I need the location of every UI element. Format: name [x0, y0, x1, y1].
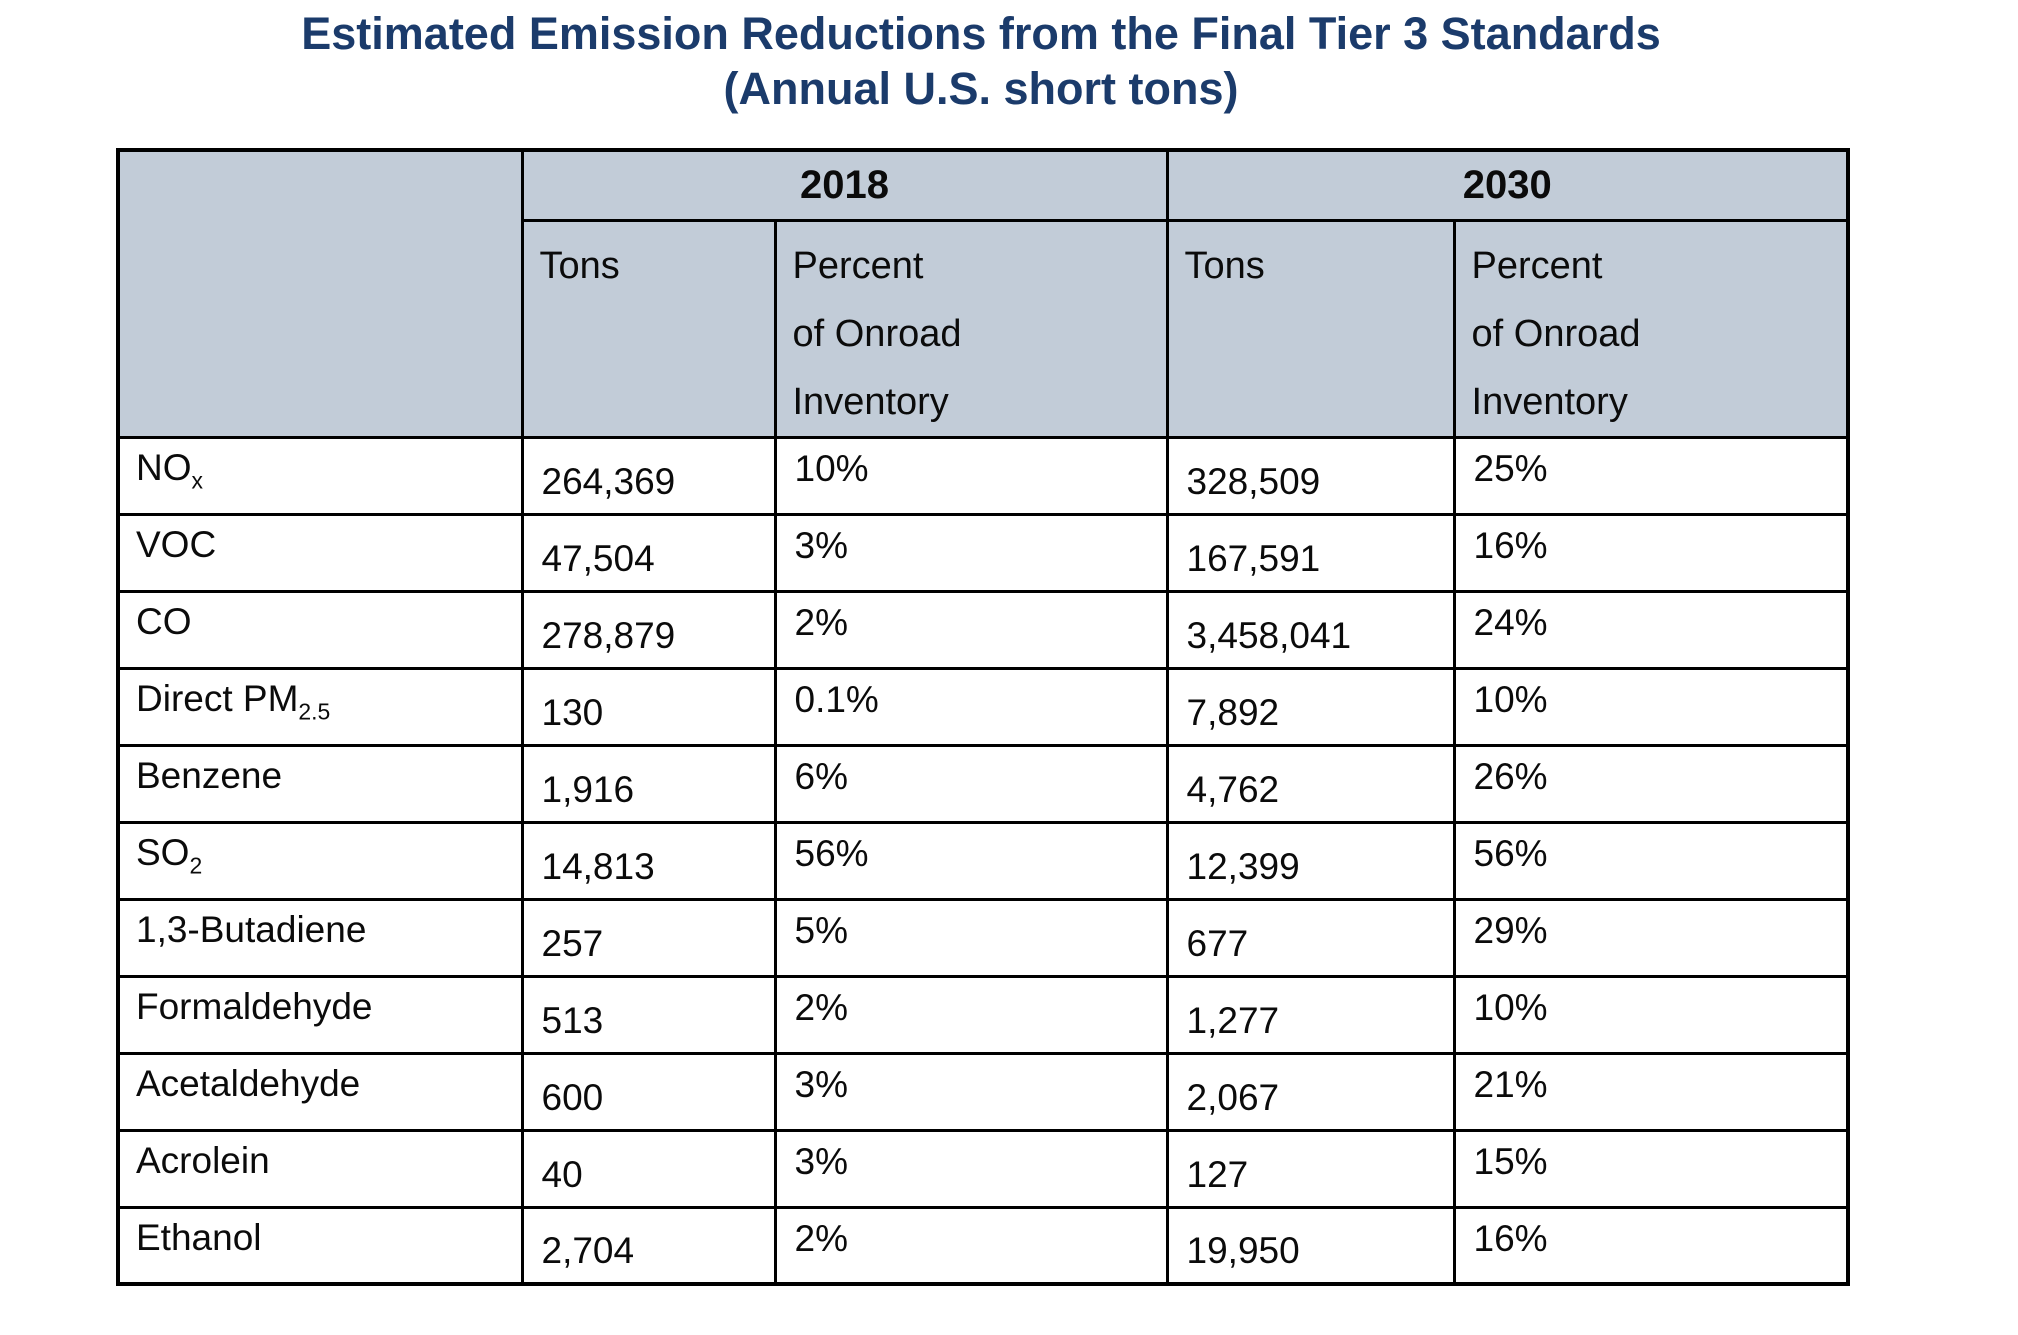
table-title: Estimated Emission Reductions from the F… — [116, 6, 1846, 116]
percent-2018-value: 56% — [773, 820, 1169, 901]
emissions-table: 2018 2030 Tons Percent of Onroad Invento… — [116, 148, 1851, 1286]
percent-2030-value: 24% — [1452, 589, 1850, 670]
tons-2018-value: 47,504 — [520, 512, 777, 593]
table-row: Formaldehyde 513 2% 1,277 10% — [116, 974, 1850, 1055]
percent-2030-value: 16% — [1452, 512, 1850, 593]
percent-2030-value: 56% — [1452, 820, 1850, 901]
pollutant-label: Benzene — [116, 743, 524, 824]
year-header-row: 2018 2030 — [116, 148, 1850, 439]
pollutant-name: Direct PM — [136, 677, 299, 719]
tons-2018-value: 1,916 — [520, 743, 777, 824]
tons-2030-value: 1,277 — [1165, 974, 1456, 1055]
pollutant-label: Formaldehyde — [116, 974, 524, 1055]
table-row: CO 278,879 2% 3,458,041 24% — [116, 589, 1850, 670]
tons-2018-value: 130 — [520, 666, 777, 747]
corner-cell — [116, 148, 524, 439]
pollutant-label: Direct PM2.5 — [116, 666, 524, 747]
table-row: Ethanol 2,704 2% 19,950 16% — [116, 1205, 1850, 1286]
pollutant-label: SO2 — [116, 820, 524, 901]
percent-2030-value: 29% — [1452, 897, 1850, 978]
col-header-percent-2018: Percent of Onroad Inventory — [773, 218, 1169, 439]
pollutant-label: Acrolein — [116, 1128, 524, 1209]
pollutant-label: CO — [116, 589, 524, 670]
tons-2030-value: 7,892 — [1165, 666, 1456, 747]
table-title-line2: (Annual U.S. short tons) — [723, 63, 1239, 114]
pollutant-label: VOC — [116, 512, 524, 593]
tons-2030-value: 127 — [1165, 1128, 1456, 1209]
pollutant-label: Acetaldehyde — [116, 1051, 524, 1132]
percent-2018-value: 3% — [773, 512, 1169, 593]
percent-2030-value: 10% — [1452, 666, 1850, 747]
table-row: Direct PM2.5 130 0.1% 7,892 10% — [116, 666, 1850, 747]
pollutant-name: Benzene — [136, 754, 283, 796]
table-container: 2018 2030 Tons Percent of Onroad Invento… — [116, 148, 1851, 1286]
year-header-2030: 2030 — [1165, 148, 1850, 222]
percent-2018-value: 2% — [773, 1205, 1169, 1286]
tons-2018-value: 278,879 — [520, 589, 777, 670]
table-row: 1,3-Butadiene 257 5% 677 29% — [116, 897, 1850, 978]
tons-2030-value: 2,067 — [1165, 1051, 1456, 1132]
table-row: Acrolein 40 3% 127 15% — [116, 1128, 1850, 1209]
percent-2030-value: 10% — [1452, 974, 1850, 1055]
percent-2018-value: 10% — [773, 435, 1169, 516]
tons-2030-value: 3,458,041 — [1165, 589, 1456, 670]
tons-2030-value: 4,762 — [1165, 743, 1456, 824]
table-row: Benzene 1,916 6% 4,762 26% — [116, 743, 1850, 824]
tons-2030-value: 167,591 — [1165, 512, 1456, 593]
pollutant-subscript: x — [191, 466, 203, 493]
pollutant-name: Acrolein — [136, 1139, 270, 1181]
sub-header-row: Tons Percent of Onroad Inventory Tons Pe… — [118, 218, 1850, 439]
pollutant-name: NO — [136, 446, 192, 488]
pollutant-label: NOx — [116, 435, 524, 516]
pollutant-name: Acetaldehyde — [136, 1062, 361, 1104]
tons-2018-value: 264,369 — [520, 435, 777, 516]
pollutant-subscript: 2 — [189, 851, 203, 878]
percent-2030-value: 26% — [1452, 743, 1850, 824]
tons-2018-value: 257 — [520, 897, 777, 978]
tons-2018-value: 2,704 — [520, 1205, 777, 1286]
pollutant-label: 1,3-Butadiene — [116, 897, 524, 978]
pollutant-name: Ethanol — [136, 1216, 262, 1258]
pollutant-name: SO — [136, 831, 190, 873]
pollutant-name: Formaldehyde — [136, 985, 373, 1027]
pollutant-name: CO — [136, 600, 192, 642]
tons-2018-value: 513 — [520, 974, 777, 1055]
col-header-tons-2018: Tons — [520, 218, 777, 439]
pollutant-subscript: 2.5 — [298, 697, 331, 724]
percent-2030-value: 25% — [1452, 435, 1850, 516]
percent-2018-value: 2% — [773, 589, 1169, 670]
tons-2018-value: 600 — [520, 1051, 777, 1132]
emissions-table-body: NOx 264,369 10% 328,509 25% VOC 47,504 3… — [116, 435, 1850, 1286]
table-row: VOC 47,504 3% 167,591 16% — [116, 512, 1850, 593]
percent-2018-value: 6% — [773, 743, 1169, 824]
pollutant-name: 1,3-Butadiene — [136, 908, 367, 950]
pollutant-label: Ethanol — [116, 1205, 524, 1286]
percent-2018-value: 0.1% — [773, 666, 1169, 747]
percent-2018-value: 2% — [773, 974, 1169, 1055]
percent-2030-value: 16% — [1452, 1205, 1850, 1286]
percent-2030-value: 15% — [1452, 1128, 1850, 1209]
percent-2018-value: 3% — [773, 1128, 1169, 1209]
percent-2018-value: 5% — [773, 897, 1169, 978]
percent-2018-value: 3% — [773, 1051, 1169, 1132]
table-row: Acetaldehyde 600 3% 2,067 21% — [116, 1051, 1850, 1132]
tons-2030-value: 677 — [1165, 897, 1456, 978]
table-row: NOx 264,369 10% 328,509 25% — [116, 435, 1850, 516]
tons-2030-value: 19,950 — [1165, 1205, 1456, 1286]
tons-2018-value: 40 — [520, 1128, 777, 1209]
col-header-tons-2030: Tons — [1165, 218, 1456, 439]
col-header-percent-2030: Percent of Onroad Inventory — [1452, 218, 1850, 439]
tons-2030-value: 328,509 — [1165, 435, 1456, 516]
tons-2018-value: 14,813 — [520, 820, 777, 901]
percent-2030-value: 21% — [1452, 1051, 1850, 1132]
table-row: SO2 14,813 56% 12,399 56% — [116, 820, 1850, 901]
table-title-line1: Estimated Emission Reductions from the F… — [301, 8, 1661, 59]
pollutant-name: VOC — [136, 523, 217, 565]
year-header-2018: 2018 — [520, 148, 1169, 222]
tons-2030-value: 12,399 — [1165, 820, 1456, 901]
